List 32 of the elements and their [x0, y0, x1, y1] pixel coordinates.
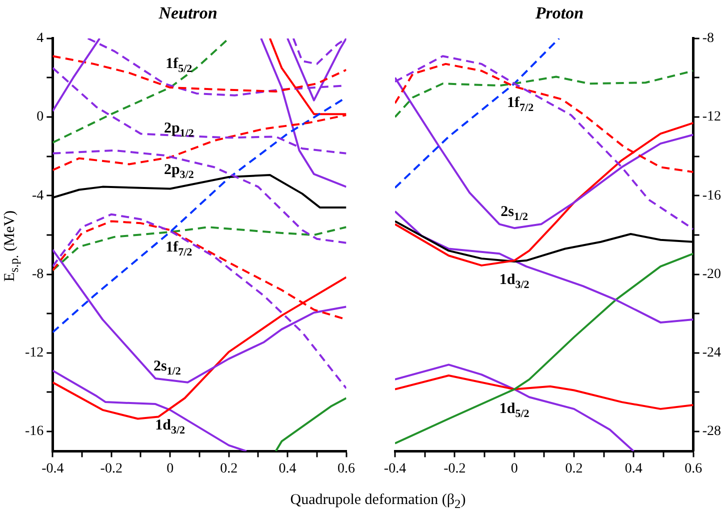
line-series [52, 226, 346, 272]
x-tick-label: 0 [166, 461, 174, 476]
chart-title: Neutron [158, 4, 218, 23]
x-tick-label: -0.2 [444, 461, 466, 476]
line-series [395, 38, 560, 189]
chart-title: Proton [534, 4, 584, 23]
y-tick-label: 4 [36, 31, 44, 46]
x-tick-label: -0.4 [384, 461, 406, 476]
y-tick-label: 0 [36, 110, 44, 125]
y2-tick-label: -28 [702, 424, 722, 440]
y2-tick-label: -8 [702, 31, 714, 46]
x-tick-label: 0.6 [338, 461, 355, 476]
line-series [52, 213, 346, 390]
y2-tick-label: -12 [702, 110, 722, 125]
x-tick-label: -0.4 [42, 461, 64, 476]
x-tick-label: 0.2 [565, 461, 583, 476]
y-tick-label: -4 [32, 188, 44, 204]
x-tick-label: 0.4 [278, 461, 296, 476]
y2-tick-label: -24 [702, 346, 722, 361]
y-tick-label: -12 [24, 346, 44, 361]
x-axis-title: Quadrupole deformation (β$_{2}$) [289, 492, 467, 512]
x-tick-label: 0.6 [684, 461, 702, 476]
line-series [395, 70, 694, 118]
x-tick-label: 0 [510, 461, 518, 476]
x-tick-label: 0.2 [220, 461, 238, 476]
x-tick-label: -0.2 [100, 461, 122, 476]
y-tick-label: -8 [32, 266, 44, 282]
y2-tick-label: -20 [702, 266, 722, 282]
line-series [52, 38, 230, 144]
y2-tick-label: -16 [702, 188, 722, 204]
x-tick-label: 0.4 [624, 461, 642, 476]
y-tick-label: -16 [24, 424, 44, 440]
